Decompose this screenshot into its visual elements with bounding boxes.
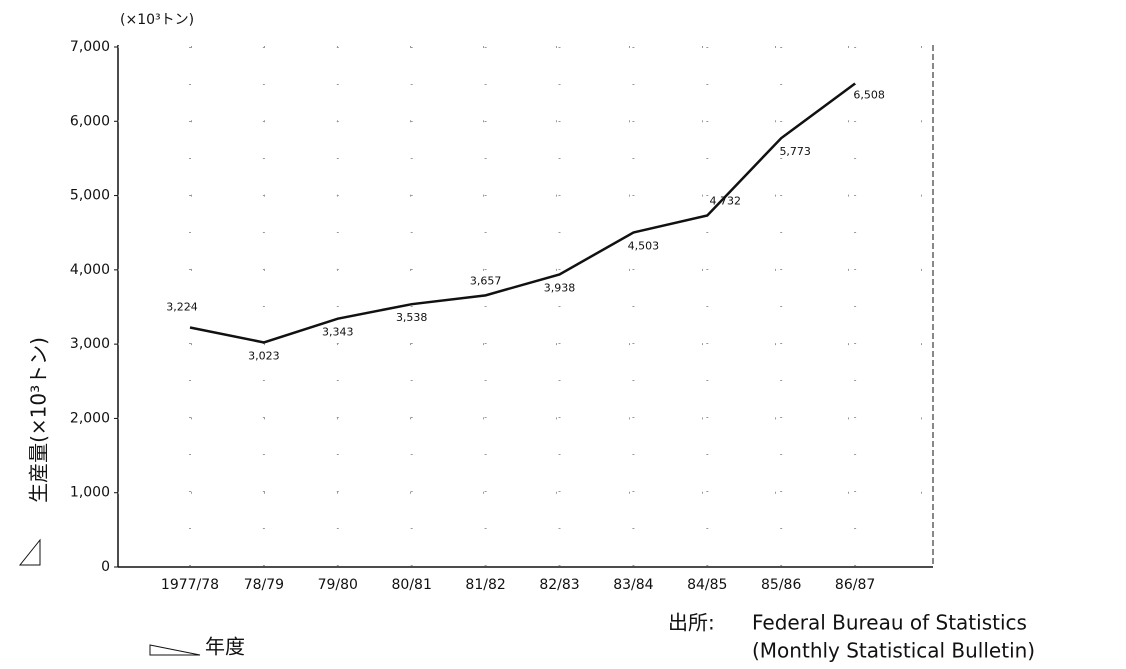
- x-tick-label: 79/80: [318, 577, 358, 593]
- source-label: 出所:: [668, 611, 715, 635]
- y-tick-label: 5,000: [70, 188, 110, 204]
- value-label: 5,773: [779, 145, 811, 158]
- y-tick-label: 0: [101, 559, 110, 575]
- x-tick-label: 80/81: [392, 577, 432, 593]
- y-tick-label: 6,000: [70, 113, 110, 129]
- unit-label: (×10³トン): [120, 12, 194, 28]
- axis-icon: [18, 538, 41, 566]
- value-label: 4,503: [628, 239, 660, 252]
- y-tick-label: 3,000: [70, 336, 110, 352]
- value-label: 3,657: [470, 274, 502, 287]
- value-label: 4,732: [710, 194, 742, 207]
- x-tick-label: 82/83: [539, 577, 579, 593]
- x-tick-label: 1977/78: [161, 577, 219, 593]
- value-label: 3,538: [396, 311, 428, 324]
- value-label: 3,023: [248, 349, 280, 362]
- y-tick-label: 7,000: [70, 39, 110, 55]
- x-tick-label: 81/82: [465, 577, 505, 593]
- source-line: (Monthly Statistical Bulletin): [752, 639, 1035, 663]
- value-label: 6,508: [853, 89, 885, 102]
- x-tick-label: 85/86: [761, 577, 801, 593]
- axis-icon: [149, 644, 201, 656]
- source-line: Federal Bureau of Statistics: [752, 611, 1027, 635]
- y-tick-label: 1,000: [70, 485, 110, 501]
- y-tick-label: 2,000: [70, 410, 110, 426]
- x-tick-label: 86/87: [835, 577, 875, 593]
- x-tick-label: 84/85: [687, 577, 727, 593]
- value-label: 3,938: [544, 281, 576, 294]
- x-tick-label: 83/84: [613, 577, 653, 593]
- value-label: 3,224: [166, 301, 198, 314]
- x-tick-label: 78/79: [244, 577, 284, 593]
- value-label: 3,343: [322, 326, 354, 339]
- y-axis-label: 生産量(×10³トン): [27, 337, 51, 503]
- y-tick-label: 4,000: [70, 262, 110, 278]
- x-axis-label: 年度: [205, 635, 245, 659]
- line: [189, 82, 856, 344]
